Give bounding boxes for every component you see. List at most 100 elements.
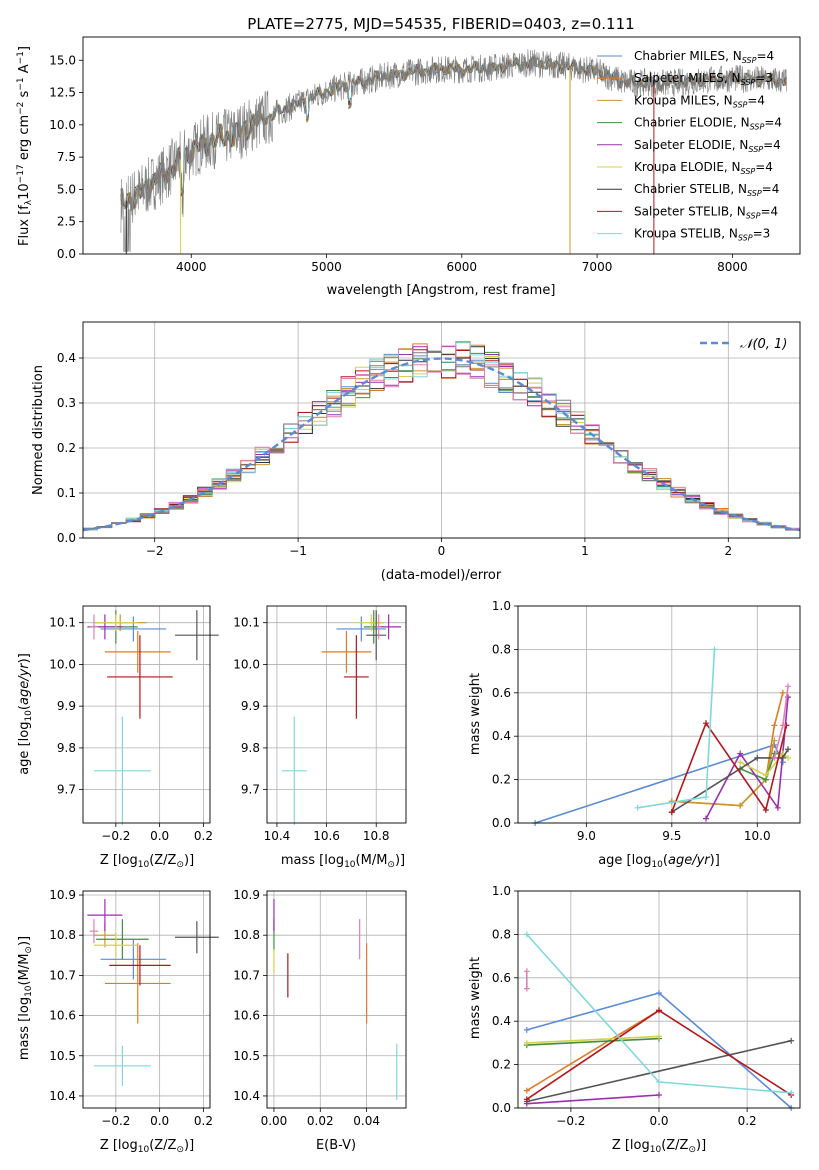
legend-label-8: Kroupa STELIB, NSSP=3	[634, 227, 770, 243]
mwAge-marker	[779, 722, 786, 729]
mwAge-series-5	[739, 752, 789, 777]
spec-ytick-label: 0.0	[57, 247, 76, 261]
hist-xtick-label: 2	[724, 544, 732, 558]
mwAge-marker	[779, 689, 786, 696]
mwZ-marker	[788, 1089, 795, 1096]
ageM-xtick-label: 10.4	[264, 829, 291, 843]
hist-ytick-label: 0.2	[57, 441, 76, 455]
massE-ytick-label: 10.4	[233, 1089, 260, 1103]
mwZ-ytick-label: 0.6	[492, 971, 511, 985]
ageM-ytick-label: 9.7	[241, 783, 260, 797]
mwZ-marker	[523, 1096, 530, 1103]
spec-xtick-label: 6000	[447, 260, 478, 274]
ageZ-ylabel: age [log10(age/yr)]	[17, 653, 34, 775]
spec-ytick-label: 2.5	[57, 215, 76, 229]
hist-ytick-label: 0.0	[57, 531, 76, 545]
mwZ-series-2	[526, 1037, 660, 1046]
spec-xtick-label: 4000	[176, 260, 207, 274]
massZ-ytick-label: 10.7	[49, 968, 76, 982]
mwAge-series-1	[671, 692, 784, 807]
hist-xlabel: (data-model)/error	[381, 568, 502, 583]
spec-ytick-label: 7.5	[57, 150, 76, 164]
spectrum-xlabel: wavelength [Angstrom, rest frame]	[327, 283, 556, 298]
mwZ-ytick-label: 1.0	[492, 884, 511, 898]
massE-xtick-label: 0.00	[261, 1114, 288, 1128]
spec-ytick-label: 12.5	[49, 86, 76, 100]
mwAge-ytick-label: 0.0	[492, 816, 511, 830]
spec-ytick-label: 15.0	[49, 53, 76, 67]
ageZ-ytick-label: 9.7	[57, 783, 76, 797]
massZ-frame	[82, 890, 211, 1109]
mwAge-marker	[771, 722, 778, 729]
mwAge-marker	[774, 804, 781, 811]
mwZ-marker	[523, 968, 530, 975]
mwAge-marker	[703, 720, 709, 727]
spec-xtick-label: 7000	[582, 260, 613, 274]
spec-xtick-label: 5000	[311, 260, 342, 274]
massE-ytick-label: 10.5	[233, 1049, 260, 1063]
mwAge-ytick-label: 0.4	[492, 729, 511, 743]
mwZ-marker	[523, 931, 530, 938]
hist-ytick-label: 0.4	[57, 351, 76, 365]
mwAge-series-6	[671, 748, 789, 813]
mwAge-marker	[703, 793, 709, 800]
spec-frame	[82, 36, 801, 255]
hist-ytick-label: 0.3	[57, 396, 76, 410]
mwAge-xtick-label: 9.5	[662, 829, 681, 843]
mwAge-marker	[668, 809, 675, 816]
legend-label-1: Salpeter MILES, NSSP=3	[634, 71, 773, 87]
mwAge-marker	[703, 815, 709, 822]
massZ-ylabel: mass [log10(M/M⊙)]	[17, 936, 34, 1060]
ageZ-ytick-label: 10.0	[49, 657, 76, 671]
mwAge-xtick-label: 10.0	[744, 829, 771, 843]
mwAge-ytick-label: 0.8	[492, 642, 511, 656]
massE-ytick-label: 10.9	[233, 888, 260, 902]
mwAge-marker	[737, 750, 744, 757]
massE-ytick-label: 10.7	[233, 968, 260, 982]
mwAge-ylabel: mass weight	[468, 673, 483, 755]
mwAge-series-7	[671, 721, 788, 813]
spec-ytick-label: 5.0	[57, 182, 76, 196]
data-spectrum-line	[120, 49, 787, 252]
legend-label-6: Chabrier STELIB, NSSP=4	[634, 182, 779, 198]
spectrum-title: PLATE=2775, MJD=54535, FIBERID=0403, z=0…	[247, 15, 634, 33]
mwAge-series-0	[534, 743, 784, 824]
hist-ylabel: Normed distribution	[31, 365, 46, 495]
legend-label-7: Salpeter STELIB, NSSP=4	[634, 204, 778, 220]
mwZ-marker	[656, 1078, 662, 1085]
mwZ-ytick-label: 0.0	[492, 1101, 511, 1115]
mwZ-series-3	[526, 1035, 660, 1044]
legend-label-0: Chabrier MILES, NSSP=4	[634, 49, 774, 65]
mwAge-marker	[754, 754, 761, 761]
spectrum-ylabel: Flux [fλ10−17 erg cm−2 s−1 A−1]	[16, 46, 34, 246]
mwAge-xlabel: age [log10(age/yr)]	[598, 853, 720, 870]
ageZ-frame	[82, 605, 211, 824]
massE-frame	[266, 890, 407, 1109]
massE-xtick-label: 0.02	[307, 1114, 334, 1128]
legend-label-4: Salpeter ELODIE, NSSP=4	[634, 138, 781, 154]
mwZ-marker	[656, 1007, 662, 1014]
ageM-ytick-label: 9.9	[241, 699, 260, 713]
ageZ-xtick-label: 0.0	[150, 829, 169, 843]
mwZ-xtick-label: 0.2	[738, 1114, 757, 1128]
legend-label-5: Kroupa ELODIE, NSSP=4	[634, 160, 773, 176]
ageM-ytick-label: 10.1	[233, 616, 260, 630]
mwZ-marker	[523, 985, 530, 992]
mwZ-marker	[523, 1087, 530, 1094]
mwAge-marker	[737, 802, 744, 809]
mwAge-ytick-label: 0.6	[492, 686, 511, 700]
mwAge-marker	[711, 646, 718, 653]
massZ-xtick-label: 0.2	[194, 1114, 213, 1128]
ageM-xtick-label: 10.8	[363, 829, 390, 843]
massE-xlabel: E(B-V)	[316, 1138, 356, 1153]
mwAge-marker	[762, 772, 769, 779]
hist-ytick-label: 0.1	[57, 486, 76, 500]
mwAge-marker	[779, 754, 786, 761]
mwAge-marker	[634, 804, 641, 811]
mwZ-series-1	[526, 1009, 660, 1092]
mwAge-marker	[762, 806, 769, 813]
hist-xtick-label: −2	[146, 544, 164, 558]
normal-legend-label: 𝒩(0, 1)	[740, 337, 787, 352]
ageM-xlabel: mass [log10(M/M⊙)]	[281, 853, 405, 870]
ageZ-xlabel: Z [log10(Z/Z⊙)]	[100, 853, 194, 870]
